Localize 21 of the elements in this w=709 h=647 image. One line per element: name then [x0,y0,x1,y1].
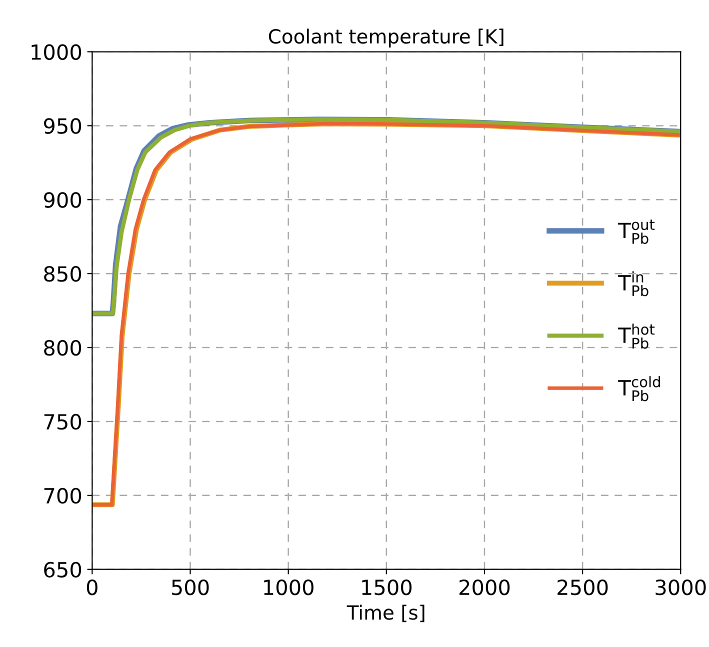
y-tick-label: 650 [44,562,82,578]
legend-label: T$^{hot}$$_{Pb}$ [618,324,655,349]
x-tick-label: 0 [86,579,98,596]
y-tick-label: 800 [44,340,82,356]
legend-label: T$^{cold}$$_{Pb}$ [618,376,660,402]
x-tick-label: 500 [172,579,209,596]
y-tick-label: 1000 [32,44,82,60]
y-tick-label: 750 [44,414,82,430]
y-tick-label: 900 [44,192,82,208]
legend-label: T$^{out}$$_{Pb}$ [618,220,655,244]
y-tick-label: 850 [44,266,82,282]
x-tick-label: 2500 [558,579,608,596]
x-tick-label: 1000 [264,579,314,596]
legend-label: T$^{in}$$_{Pb}$ [618,271,648,296]
x-tick-label: 2000 [460,579,510,596]
x-axis-title: Time [s] [346,604,424,622]
chart-title: Coolant temperature [K] [268,28,504,48]
x-tick-label: 1500 [362,579,412,596]
y-tick-label: 700 [44,488,82,504]
x-tick-label: 3000 [656,579,706,596]
y-tick-label: 950 [44,118,82,134]
